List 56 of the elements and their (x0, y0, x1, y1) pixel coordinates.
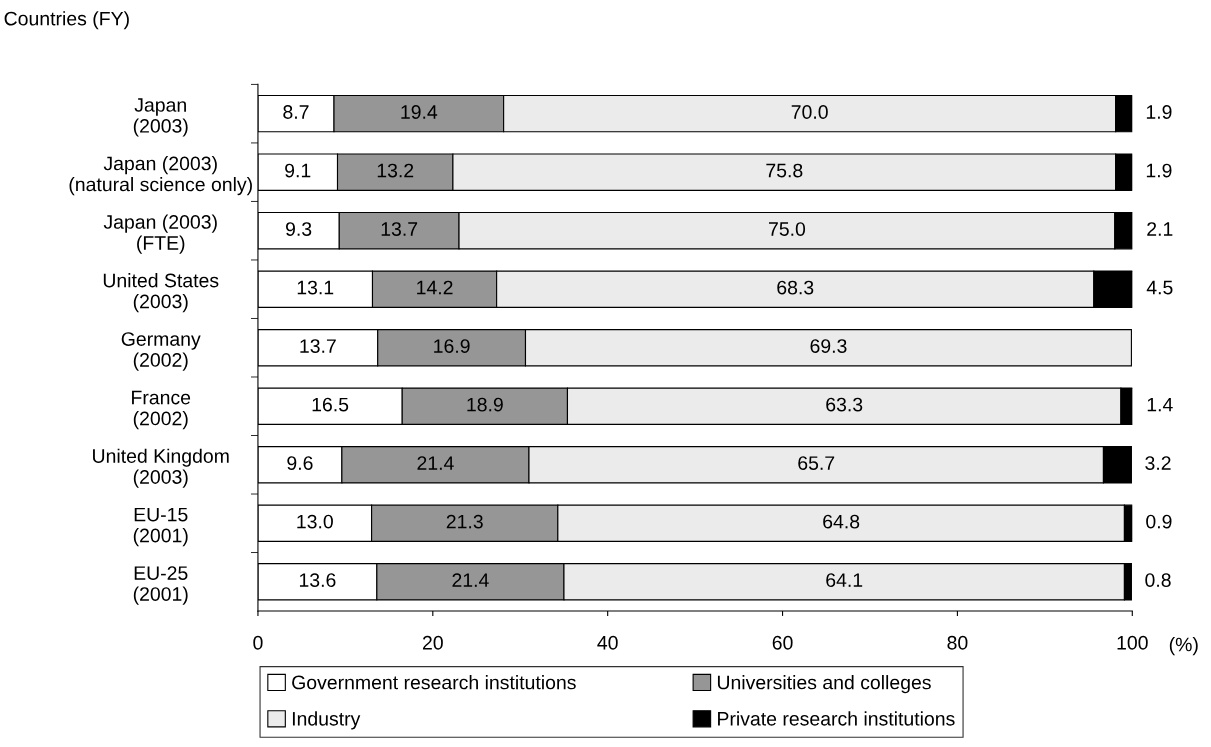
data-label: 63.3 (826, 397, 863, 412)
x-tick-label: 60 (772, 635, 793, 650)
data-label: 1.9 (1146, 163, 1172, 178)
data-label: 70.0 (791, 105, 828, 119)
data-label: 9.1 (285, 163, 311, 178)
data-label: 0.8 (1145, 573, 1171, 588)
data-label: 13.7 (381, 222, 418, 236)
data-label: 2.1 (1147, 222, 1173, 236)
data-label: 13.0 (297, 514, 333, 529)
data-label: 8.7 (283, 105, 309, 119)
data-label: 19.4 (401, 105, 438, 119)
data-label: 21.4 (417, 456, 454, 470)
y-tick-label: EU-25 (2001) (133, 566, 188, 605)
data-label: 13.1 (297, 280, 334, 295)
data-label: 9.3 (286, 222, 312, 236)
legend-label: Government research institutions (292, 675, 576, 690)
data-label: 13.6 (299, 573, 336, 588)
data-label: 75.0 (769, 222, 806, 236)
x-tick-label: 100 (1117, 635, 1148, 650)
data-label: 13.2 (377, 163, 414, 178)
legend-label: Universities and colleges (717, 675, 931, 694)
legend-label: Industry (292, 711, 361, 730)
y-axis-title: Countries (FY) (4, 11, 129, 30)
data-label: 1.4 (1147, 397, 1173, 412)
data-label: 68.3 (777, 280, 814, 295)
data-label: 9.6 (287, 456, 313, 470)
data-label: 3.2 (1145, 456, 1171, 470)
data-label: 69.3 (810, 339, 847, 353)
data-label: 75.8 (766, 163, 803, 178)
data-label: 21.4 (452, 573, 489, 587)
data-label: 18.9 (467, 397, 503, 412)
data-label: 0.9 (1146, 514, 1172, 529)
data-label: 1.9 (1146, 105, 1172, 119)
x-tick-label: 0 (253, 635, 263, 650)
data-label: 65.7 (798, 456, 835, 470)
x-axis-title: (%) (1169, 637, 1198, 656)
data-label: 4.5 (1146, 280, 1173, 295)
y-tick-label: Japan (2003) (natural science only) (69, 156, 252, 196)
x-tick-label: 40 (597, 635, 618, 650)
y-tick-label: France (2002) (132, 390, 191, 430)
y-tick-label: United Kingdom (2003) (93, 448, 229, 488)
data-label: 16.5 (312, 397, 349, 412)
x-tick-label: 20 (422, 635, 443, 650)
y-tick-label: United States (2003) (103, 273, 219, 313)
data-label: 16.9 (434, 339, 470, 353)
x-tick-label: 80 (947, 635, 968, 650)
y-tick-label: Japan (2003) (FTE) (103, 214, 217, 254)
data-label: 13.7 (300, 339, 336, 353)
legend-label: Private research institutions (718, 711, 955, 726)
data-label: 64.1 (826, 573, 863, 588)
y-tick-label: EU-15 (2001) (133, 507, 188, 547)
data-label: 14.2 (417, 280, 453, 295)
y-tick-label: Japan (2003) (133, 98, 188, 137)
data-label: 64.8 (823, 514, 860, 529)
data-label: 21.3 (446, 514, 483, 529)
y-tick-label: Germany (2002) (121, 332, 201, 371)
